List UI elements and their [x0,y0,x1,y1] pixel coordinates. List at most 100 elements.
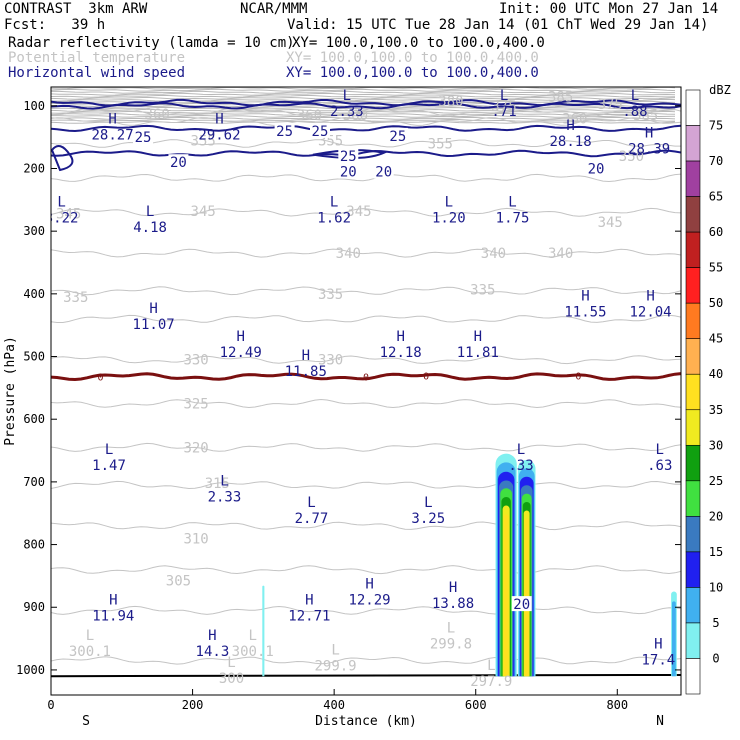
colorbar-level: 20 [709,509,723,523]
wind-extremum-marker: H [149,301,157,317]
colorbar-swatch [685,338,701,375]
theta-contour [51,605,681,615]
y-tick-label: 700 [23,475,45,489]
colorbar-swatch [685,125,701,162]
colorbar-swatch [685,231,701,268]
x-tick-label: 0 [47,698,54,712]
wind-extremum-marker: H [302,348,310,364]
x-tick-label: 800 [606,698,628,712]
theta-contour-label: 360 [297,108,322,124]
colorbar-level: 30 [709,438,723,452]
colorbar-swatch [685,409,701,446]
theta-contour-label: 330 [183,353,208,369]
wind-contour [51,149,681,158]
wind-extremum-value: 11.81 [457,345,499,361]
wind-contour-label: 20 [375,165,392,181]
colorbar-swatch [685,267,701,304]
theta-contour-label: 335 [318,287,343,303]
wind-extremum-value: 2.33 [330,104,364,120]
wind-extremum-marker: H [474,329,482,345]
wind-extremum-value: 29.62 [198,128,240,144]
colorbar-level: 5 [712,616,719,630]
y-tick-label: 300 [23,224,45,238]
wind-extremum-value: .71 [491,104,516,120]
wind-extremum-value: 4.18 [133,220,167,236]
colorbar-level: 60 [709,225,723,239]
wind-extremum-value: 1.47 [92,458,126,474]
wind-extremum-marker: L [500,88,508,104]
theta-contour [51,248,681,258]
colorbar-level: 10 [709,580,723,594]
field-name-wind: Horizontal wind speed [8,65,186,81]
theta-contour-label: 340 [548,246,573,262]
wind-extremum-marker: H [449,580,457,596]
colorbar-level: 65 [709,190,723,204]
theta-contour [51,116,681,126]
theta-extremum-marker: L [331,643,339,659]
theta-contour-upper [51,87,676,90]
x-end-label-left: S [82,714,90,729]
wind-extremum-value: .63 [647,458,672,474]
theta-extremum-value: 299.9 [314,659,356,675]
colorbar-swatch [685,622,701,659]
x-tick-label: 600 [465,698,487,712]
y-tick-label: 100 [23,99,45,113]
label-bg [387,127,408,143]
colorbar-swatch [685,587,701,624]
field-xy-reflectivity: XY= 100.0,100.0 to 100.0,400.0 [292,35,545,51]
theta-contour-label: 355 [191,133,216,149]
colorbar-level: 75 [709,119,723,133]
colorbar-swatch [685,551,701,588]
wind-extremum-marker: H [109,592,117,608]
x-tick-label: 200 [182,698,204,712]
theta-contour [51,314,681,323]
colorbar-swatch [685,373,701,411]
theta-contour-label: 330 [318,353,343,369]
theta-extremum-marker: L [86,628,94,644]
theta-contour [51,565,681,575]
colorbar-level: 45 [709,332,723,346]
wind-extremum-value: 12.18 [380,345,422,361]
wind-extremum-marker: H [645,125,653,141]
wind-extremum-value: 12.29 [348,593,390,609]
theta-contour-label: 325 [183,397,208,413]
theta-contour [51,398,681,409]
wind-extremum-marker: H [208,628,216,644]
x-tick-label: 400 [323,698,345,712]
wind-extremum-marker: L [445,194,453,210]
wind-extremum-value: 12.71 [288,608,330,624]
wind-extremum-value: 11.07 [133,317,175,333]
wind-extremum-marker: L [508,194,516,210]
label-bg [133,129,154,145]
wind-extremum-value: 17.4 [641,652,675,668]
wind-extremum-marker: H [108,112,116,128]
wind-extremum-marker: L [105,442,113,458]
wind-extremum-value: 2.33 [208,489,242,505]
wind-extremum-marker: H [215,112,223,128]
wind-contour-label: 20 [513,597,530,613]
x-end-label-right: N [656,714,664,729]
wind-extremum-marker: L [424,495,432,511]
y-tick-label: 900 [23,600,45,614]
colorbar-level: 40 [709,367,723,381]
theta-extremum-value: 300 [219,671,244,687]
theta-contour-label: 360 [562,111,587,127]
ground-line [51,673,681,678]
colorbar-unit: dBZ [709,83,731,97]
label-bg [338,147,359,163]
field-xy-wind: XY= 100.0,100.0 to 100.0,400.0 [286,65,539,81]
wind-extremum-value: 11.55 [564,304,606,320]
reflectivity-cell [672,601,676,677]
label-bg [274,122,295,138]
y-tick-label: 1000 [16,663,45,677]
label-bg [309,122,330,138]
theta-contour-label: 320 [183,440,208,456]
wind-extremum-value: .33 [508,458,533,474]
zero-line-label: 0 [98,373,104,384]
wind-extremum-value: 13.88 [432,596,474,612]
y-tick-label: 600 [23,412,45,426]
wind-contour-label: 20 [170,155,187,171]
reflectivity-cell [503,514,509,677]
colorbar-level: 25 [709,474,723,488]
wind-contour-label: 25 [389,129,406,145]
